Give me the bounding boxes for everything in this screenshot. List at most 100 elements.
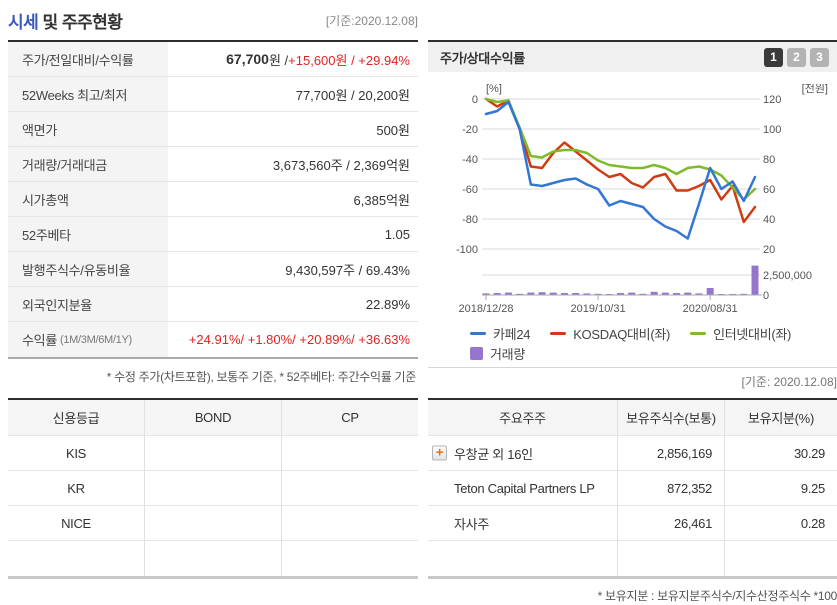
volume-swatch-icon	[470, 346, 483, 360]
table-row: 외국인지분율 22.89%	[8, 287, 418, 322]
row-label: 52주베타	[8, 217, 168, 251]
column-header: 주요주주	[499, 411, 546, 426]
holder-shares-cell: 26,461	[617, 506, 724, 540]
returns-values: +24.91%/ +1.80%/ +20.89%/ +36.63%	[188, 332, 410, 347]
row-label: 주가/전일대비/수익률	[8, 42, 168, 76]
chart-pager: 1 2 3	[764, 47, 829, 67]
cp-cell	[281, 506, 418, 540]
price-change: +15,600원 / +29.94%	[288, 52, 410, 68]
svg-text:120: 120	[763, 94, 781, 106]
column-header: CP	[281, 400, 418, 435]
holder-name: 자사주	[454, 516, 489, 532]
line-swatch-icon	[690, 331, 707, 335]
table-row: 주가/전일대비/수익률 67,700 원 / +15,600원 / +29.94%	[8, 42, 418, 77]
row-label: 발행주식수/유동비율	[8, 252, 168, 286]
holder-name-cell: Teton Capital Partners LP	[428, 471, 617, 505]
row-label: 외국인지분율	[8, 287, 168, 321]
page-title-rest: 및 주주현황	[38, 13, 123, 32]
price-unit: 원 /	[268, 52, 289, 68]
svg-text:2018/12/28: 2018/12/28	[458, 303, 513, 315]
row-value: 6,385억원	[353, 192, 410, 208]
svg-text:2,500,000: 2,500,000	[763, 270, 812, 282]
credit-rating-table: 신용등급 BOND CP KIS KR NICE	[8, 398, 418, 579]
agency-cell: KR	[67, 480, 85, 496]
holder-name: Teton Capital Partners LP	[454, 480, 595, 496]
chart-column: 주가/상대수익률 1 2 3 [%] [천원] 0 120 -20 100 -40 80 -60…	[428, 40, 837, 604]
column-header: 신용등급	[52, 411, 100, 426]
holder-stake-cell: 30.29	[724, 436, 837, 470]
legend-row: 거래량	[470, 343, 837, 363]
holder-name: 우창균 외 16인	[454, 446, 533, 462]
relative-return-chart: [%] [천원] 0 120 -20 100 -40 80 -60 60 -80 40 -100 20 2,…	[456, 84, 828, 315]
svg-text:2020/08/31: 2020/08/31	[683, 303, 738, 315]
holder-shares-cell: 872,352	[617, 471, 724, 505]
table-row: 자사주 26,461 0.28	[428, 506, 837, 541]
cp-cell	[281, 541, 418, 576]
svg-text:60: 60	[763, 184, 775, 196]
page-header: 시세 및 주주현황 [기준:2020.12.08]	[8, 8, 418, 40]
svg-text:-60: -60	[462, 184, 478, 196]
agency-cell: KIS	[65, 445, 87, 461]
row-label: 52Weeks 최고/최저	[8, 77, 168, 111]
price-value: 67,700	[226, 51, 269, 67]
agency-cell: NICE	[61, 515, 91, 531]
row-value: 22.89%	[365, 296, 410, 312]
chart-page-button-1[interactable]: 1	[764, 47, 783, 67]
table-row: KR	[8, 471, 418, 506]
legend-item: 카페24	[470, 324, 530, 343]
agency-cell	[8, 541, 144, 576]
svg-text:-80: -80	[462, 214, 478, 226]
row-label: 수익률 (1M/3M/6M/1Y)	[8, 322, 168, 357]
expand-plus-icon[interactable]: +	[432, 445, 447, 461]
table-row: 액면가 500원	[8, 112, 418, 147]
legend-item: 거래량	[470, 344, 525, 363]
row-label: 거래량/거래대금	[8, 147, 168, 181]
holders-footnote: * 보유지분 : 보유지분주식수/지수산정주식수 *100	[597, 589, 837, 603]
holder-shares-cell: 2,856,169	[617, 436, 724, 470]
row-value: +24.91%/ +1.80%/ +20.89%/ +36.63%	[168, 322, 418, 357]
line-swatch-icon	[470, 331, 486, 335]
table-row	[428, 541, 837, 576]
legend-label: KOSDAQ대비(좌)	[573, 326, 671, 342]
table-row: + 우창균 외 16인 2,856,169 30.29	[428, 436, 837, 471]
svg-text:-40: -40	[462, 154, 478, 166]
page-title-highlight: 시세	[8, 13, 39, 32]
table-row: 시가총액 6,385억원	[8, 182, 418, 217]
quote-column: 시세 및 주주현황 [기준:2020.12.08] 주가/전일대비/수익률 67…	[8, 8, 418, 579]
chart-page-button-2[interactable]: 2	[787, 47, 806, 67]
chart-page-button-3[interactable]: 3	[810, 47, 829, 67]
table-row: Teton Capital Partners LP 872,352 9.25	[428, 471, 837, 506]
row-value: 500원	[376, 122, 410, 138]
quote-table: 주가/전일대비/수익률 67,700 원 / +15,600원 / +29.94%…	[8, 40, 418, 359]
holder-name-cell: + 우창균 외 16인	[428, 436, 617, 470]
column-header: 보유지분(%)	[724, 400, 837, 435]
svg-text:100: 100	[763, 124, 781, 136]
holder-name-cell: 자사주	[428, 506, 617, 540]
table-row: 거래량/거래대금 3,673,560주 / 2,369억원	[8, 147, 418, 182]
cp-cell	[281, 436, 418, 470]
svg-text:[천원]: [천원]	[802, 84, 828, 95]
reference-date: [기준:2020.12.08]	[325, 14, 418, 28]
table-row: 52주베타 1.05	[8, 217, 418, 252]
legend-label: 거래량	[490, 346, 525, 362]
bond-cell	[144, 506, 281, 540]
holder-shares-cell	[617, 541, 724, 576]
svg-text:2019/10/31: 2019/10/31	[571, 303, 626, 315]
legend-row: 카페24 KOSDAQ대비(좌) 인터넷대비(좌)	[470, 323, 837, 343]
legend-label: 카페24	[493, 326, 531, 342]
legend-item: KOSDAQ대비(좌)	[550, 324, 670, 343]
holder-name-cell	[428, 541, 617, 576]
column-header: 보유주식수(보통)	[617, 400, 724, 435]
page-title: 시세 및 주주현황	[8, 8, 123, 33]
table-row: KIS	[8, 436, 418, 471]
holder-stake-cell: 0.28	[724, 506, 837, 540]
bond-cell	[144, 436, 281, 470]
row-value: 9,430,597주 / 69.43%	[285, 262, 410, 278]
svg-text:0: 0	[763, 290, 769, 302]
table-row: 52Weeks 최고/최저 77,700원 / 20,200원	[8, 77, 418, 112]
row-value: 67,700 원 / +15,600원 / +29.94%	[168, 42, 418, 76]
cp-cell	[281, 471, 418, 505]
bond-cell	[144, 541, 281, 576]
chart-panel-title: 주가/상대수익률	[440, 50, 525, 66]
svg-text:40: 40	[763, 214, 775, 226]
